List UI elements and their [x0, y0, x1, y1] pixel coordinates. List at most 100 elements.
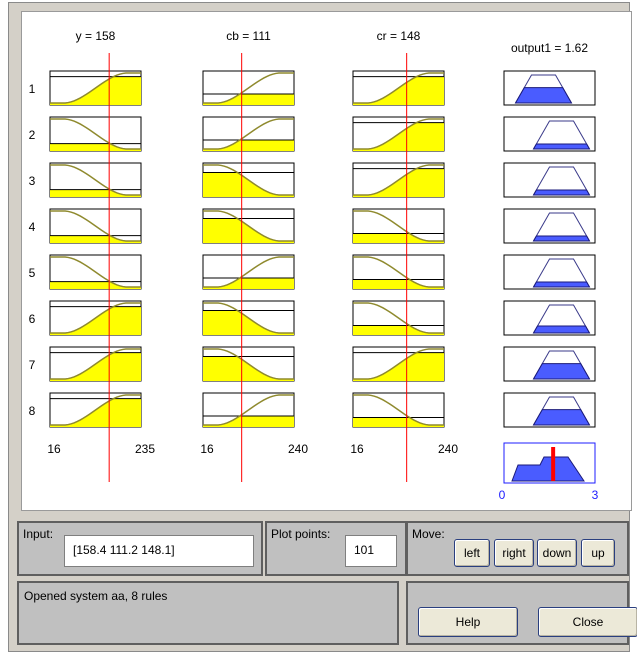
rule-number-8: 8 — [29, 404, 36, 418]
rule-2-input-2-curve — [353, 118, 444, 150]
rule-8-input-2-curve — [353, 394, 444, 426]
rule-8-input-0-fill — [50, 398, 141, 427]
rule-1-input-1-curve — [203, 72, 294, 104]
rule-2-input-2-fill — [353, 122, 444, 151]
move-up-button[interactable]: up — [581, 539, 615, 567]
rule-3-output-fill — [532, 189, 591, 196]
rule-8-input-2-fill — [353, 417, 444, 427]
rule-3-input-2-curve — [353, 164, 444, 196]
help-button[interactable]: Help — [418, 607, 518, 637]
input-label: Input: — [23, 527, 54, 541]
rule-6-input-1-fill — [203, 310, 294, 335]
rule-number-7: 7 — [29, 358, 36, 372]
rule-5-output-fill — [532, 281, 591, 288]
rule-4-input-1-curve — [203, 210, 294, 242]
input-field[interactable]: [158.4 111.2 148.1] — [64, 535, 254, 567]
rule-6-input-2-curve — [353, 302, 444, 334]
input-range-max-1: 240 — [288, 442, 308, 456]
input-title-0: y = 158 — [76, 29, 116, 43]
rule-2-input-1-curve — [203, 118, 294, 150]
rule-2-input-1-fill — [203, 140, 294, 151]
move-panel: Move: left right down up — [406, 521, 629, 576]
input-panel: Input: [158.4 111.2 148.1] — [17, 521, 263, 576]
move-right-button[interactable]: right — [494, 539, 534, 567]
rule-number-1: 1 — [29, 82, 36, 96]
rule-7-input-1-fill — [203, 356, 294, 381]
rule-number-4: 4 — [29, 220, 36, 234]
rule-5-input-0-fill — [50, 281, 141, 289]
rule-8-input-0-curve — [50, 394, 141, 426]
move-label: Move: — [412, 527, 445, 541]
rule-viewer-plot-area[interactable]: y = 158 16 235 cb = 111 16 240 cr = 148 16 240 ou… — [21, 11, 632, 511]
input-range-max-2: 240 — [438, 442, 458, 456]
rule-7-input-2-fill — [353, 352, 444, 381]
rule-8-input-1-curve — [203, 394, 294, 426]
rule-number-5: 5 — [29, 266, 36, 280]
rule-7-output-fill — [532, 363, 591, 380]
rule-7-input-0-fill — [50, 352, 141, 381]
rule-5-input-2-fill — [353, 279, 444, 289]
rule-4-input-0-curve — [50, 210, 141, 242]
rule-6-output-fill — [532, 325, 591, 334]
rule-3-input-1-curve — [203, 164, 294, 196]
input-range-min-0: 16 — [47, 442, 61, 456]
input-title-2: cr = 148 — [377, 29, 421, 43]
output-range-max: 3 — [592, 488, 599, 502]
move-down-button[interactable]: down — [537, 539, 577, 567]
rule-1-input-0-fill — [50, 76, 141, 105]
rule-3-output-shape — [533, 166, 590, 196]
rule-6-input-0-curve — [50, 302, 141, 334]
rule-2-input-0-curve — [50, 118, 141, 150]
rule-2-input-0-fill — [50, 143, 141, 151]
rule-4-input-0-fill — [50, 235, 141, 243]
rule-4-output-fill — [532, 235, 591, 242]
rule-number-2: 2 — [29, 128, 36, 142]
rule-5-input-1-curve — [203, 256, 294, 288]
rule-6-output-shape — [533, 304, 590, 334]
plot-points-label: Plot points: — [271, 527, 331, 541]
status-panel: Opened system aa, 8 rules — [17, 581, 399, 645]
action-panel: Help Close — [406, 581, 637, 645]
rule-4-input-1-fill — [203, 218, 294, 243]
rule-3-input-0-fill — [50, 189, 141, 197]
rule-7-input-2-curve — [353, 348, 444, 380]
output-range-min: 0 — [499, 488, 506, 502]
close-button[interactable]: Close — [538, 607, 637, 637]
input-range-max-0: 235 — [135, 442, 155, 456]
rule-6-input-1-curve — [203, 302, 294, 334]
plot-points-field[interactable]: 101 — [345, 535, 397, 567]
rule-4-output-shape — [533, 212, 590, 242]
rule-2-output-shape — [533, 120, 590, 150]
input-range-min-2: 16 — [350, 442, 364, 456]
rule-5-output-shape — [533, 258, 590, 288]
input-range-min-1: 16 — [200, 442, 214, 456]
rule-4-input-2-curve — [353, 210, 444, 242]
rule-1-output-fill — [514, 87, 573, 104]
rule-number-6: 6 — [29, 312, 36, 326]
rule-8-input-1-fill — [203, 416, 294, 427]
input-title-1: cb = 111 — [226, 29, 271, 43]
rule-7-input-0-curve — [50, 348, 141, 380]
rule-1-input-1-fill — [203, 94, 294, 105]
rule-1-input-2-curve — [353, 72, 444, 104]
rule-1-input-2-fill — [353, 76, 444, 105]
rule-5-input-0-curve — [50, 256, 141, 288]
aggregate-output-fill — [511, 456, 585, 482]
output-title: output1 = 1.62 — [511, 41, 588, 55]
rule-viewer-window: y = 158 16 235 cb = 111 16 240 cr = 148 16 240 ou… — [8, 2, 637, 652]
rule-2-output-fill — [532, 143, 591, 150]
rule-4-input-2-fill — [353, 233, 444, 243]
rule-1-input-0-curve — [50, 72, 141, 104]
rule-3-input-2-fill — [353, 168, 444, 197]
rule-6-input-2-fill — [353, 325, 444, 335]
rule-5-input-2-curve — [353, 256, 444, 288]
rule-6-input-0-fill — [50, 306, 141, 335]
move-left-button[interactable]: left — [454, 539, 490, 567]
rule-8-output-fill — [532, 409, 591, 426]
rule-3-input-1-fill — [203, 172, 294, 197]
rule-3-input-0-curve — [50, 164, 141, 196]
status-text: Opened system aa, 8 rules — [24, 589, 168, 603]
rule-7-input-1-curve — [203, 348, 294, 380]
rule-5-input-1-fill — [203, 278, 294, 289]
